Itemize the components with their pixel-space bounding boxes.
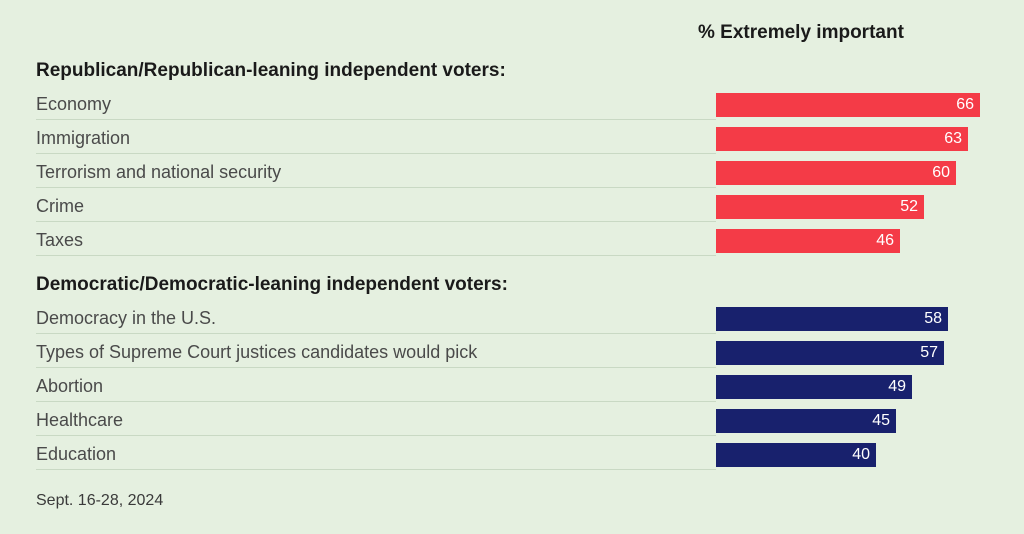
bar: 45: [716, 409, 896, 433]
bar-cell: 58: [716, 304, 996, 334]
row-label: Healthcare: [36, 406, 716, 436]
row-label: Crime: [36, 192, 716, 222]
bar-value: 49: [888, 378, 906, 396]
bar-value: 60: [932, 164, 950, 182]
chart-group: Democratic/Democratic-leaning independen…: [36, 274, 988, 470]
row-label: Taxes: [36, 226, 716, 256]
bar-cell: 63: [716, 124, 996, 154]
bar: 49: [716, 375, 912, 399]
bar: 66: [716, 93, 980, 117]
bar: 63: [716, 127, 968, 151]
bar: 58: [716, 307, 948, 331]
row-label: Immigration: [36, 124, 716, 154]
chart-row: Education 40: [36, 440, 988, 470]
bar-value: 63: [944, 130, 962, 148]
chart-row: Terrorism and national security 60: [36, 158, 988, 188]
chart-row: Economy 66: [36, 90, 988, 120]
chart-footnote: Sept. 16-28, 2024: [36, 492, 988, 510]
row-label: Economy: [36, 90, 716, 120]
bar: 40: [716, 443, 876, 467]
row-label: Education: [36, 440, 716, 470]
column-header: % Extremely important: [698, 22, 904, 44]
bar-cell: 66: [716, 90, 996, 120]
bar-cell: 46: [716, 226, 996, 256]
bar: 46: [716, 229, 900, 253]
bar-cell: 40: [716, 440, 996, 470]
group-title: Republican/Republican-leaning independen…: [36, 60, 988, 82]
chart-row: Democracy in the U.S. 58: [36, 304, 988, 334]
group-title: Democratic/Democratic-leaning independen…: [36, 274, 988, 296]
chart-row: Abortion 49: [36, 372, 988, 402]
chart-row: Immigration 63: [36, 124, 988, 154]
bar-cell: 57: [716, 338, 996, 368]
chart-row: Crime 52: [36, 192, 988, 222]
row-label: Types of Supreme Court justices candidat…: [36, 338, 716, 368]
bar: 57: [716, 341, 944, 365]
bar-value: 45: [872, 412, 890, 430]
bar-value: 58: [924, 310, 942, 328]
bar-value: 57: [920, 344, 938, 362]
chart-group: Republican/Republican-leaning independen…: [36, 60, 988, 256]
bar-cell: 49: [716, 372, 996, 402]
row-label: Terrorism and national security: [36, 158, 716, 188]
bar-value: 40: [852, 446, 870, 464]
row-label: Democracy in the U.S.: [36, 304, 716, 334]
bar-value: 52: [900, 198, 918, 216]
chart-row: Taxes 46: [36, 226, 988, 256]
bar-cell: 52: [716, 192, 996, 222]
bar-cell: 60: [716, 158, 996, 188]
bar: 52: [716, 195, 924, 219]
chart-row: Healthcare 45: [36, 406, 988, 436]
chart-row: Types of Supreme Court justices candidat…: [36, 338, 988, 368]
chart-body: Republican/Republican-leaning independen…: [36, 60, 988, 470]
bar-value: 66: [956, 96, 974, 114]
bar: 60: [716, 161, 956, 185]
bar-value: 46: [876, 232, 894, 250]
row-label: Abortion: [36, 372, 716, 402]
bar-cell: 45: [716, 406, 996, 436]
